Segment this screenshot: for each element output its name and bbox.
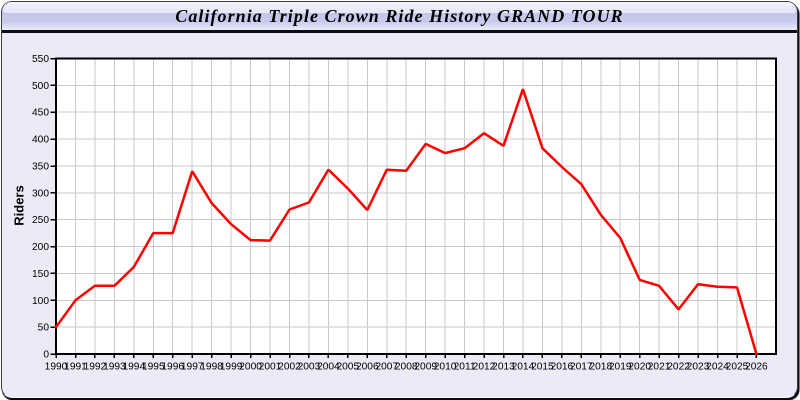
svg-text:550: 550	[32, 54, 49, 65]
svg-text:2018: 2018	[589, 361, 612, 372]
svg-text:2016: 2016	[551, 361, 574, 372]
svg-text:300: 300	[32, 188, 49, 199]
svg-text:2023: 2023	[687, 361, 710, 372]
svg-text:1990: 1990	[45, 361, 68, 372]
svg-text:2026: 2026	[745, 361, 768, 372]
svg-text:100: 100	[32, 296, 49, 307]
svg-text:2004: 2004	[317, 361, 340, 372]
svg-text:1998: 1998	[200, 361, 223, 372]
svg-text:2006: 2006	[356, 361, 379, 372]
svg-text:2002: 2002	[278, 361, 301, 372]
svg-text:2009: 2009	[414, 361, 437, 372]
svg-text:1993: 1993	[103, 361, 126, 372]
svg-text:2007: 2007	[375, 361, 398, 372]
svg-text:2022: 2022	[667, 361, 690, 372]
svg-text:2024: 2024	[706, 361, 729, 372]
svg-text:2011: 2011	[454, 361, 476, 372]
svg-text:2015: 2015	[531, 361, 554, 372]
svg-text:2003: 2003	[298, 361, 321, 372]
svg-text:500: 500	[32, 81, 49, 92]
svg-text:50: 50	[38, 323, 50, 334]
svg-text:1991: 1991	[64, 361, 87, 372]
svg-text:400: 400	[32, 135, 49, 146]
svg-text:2020: 2020	[628, 361, 651, 372]
svg-text:2017: 2017	[570, 361, 593, 372]
svg-text:1994: 1994	[122, 361, 145, 372]
svg-text:2000: 2000	[239, 361, 262, 372]
svg-text:1997: 1997	[181, 361, 204, 372]
svg-text:2019: 2019	[609, 361, 632, 372]
svg-text:1999: 1999	[220, 361, 243, 372]
svg-text:2021: 2021	[648, 361, 671, 372]
svg-text:1995: 1995	[142, 361, 165, 372]
svg-text:0: 0	[43, 350, 49, 361]
svg-text:350: 350	[32, 162, 49, 173]
svg-text:250: 250	[32, 215, 49, 226]
svg-text:Riders: Riders	[12, 185, 27, 225]
svg-text:2014: 2014	[512, 361, 535, 372]
svg-text:200: 200	[32, 242, 49, 253]
svg-text:2025: 2025	[726, 361, 749, 372]
svg-text:1996: 1996	[161, 361, 184, 372]
svg-text:2012: 2012	[473, 361, 496, 372]
svg-text:150: 150	[32, 269, 49, 280]
svg-text:2013: 2013	[492, 361, 515, 372]
svg-text:2001: 2001	[259, 361, 282, 372]
svg-text:2005: 2005	[336, 361, 359, 372]
svg-text:1992: 1992	[84, 361, 107, 372]
svg-text:450: 450	[32, 108, 49, 119]
svg-text:2008: 2008	[395, 361, 418, 372]
svg-text:2010: 2010	[434, 361, 457, 372]
